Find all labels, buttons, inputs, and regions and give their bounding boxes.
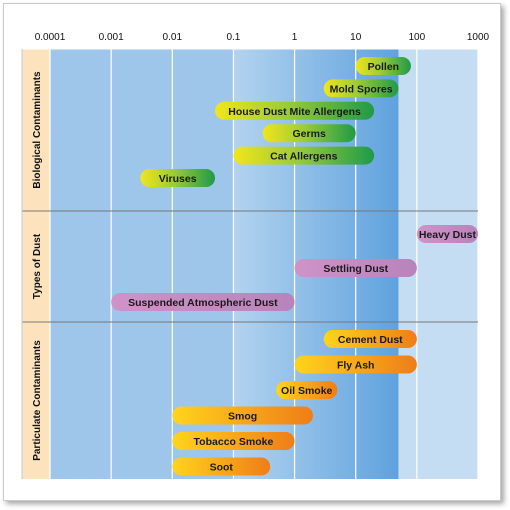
bar-mold-spores: Mold Spores [323,79,399,98]
bar-shape [140,169,216,187]
bar-shape [323,330,417,348]
bar-label: Tobacco Smoke [194,436,274,448]
bar-label: Heavy Dust [419,229,477,241]
bar-shape [416,225,478,243]
bar-suspended-atmospheric-dust: Suspended Atmospheric Dust [111,293,295,311]
bar-shape [294,355,417,374]
x-tick-label-6: 100 [409,32,426,43]
bar-label: Viruses [159,173,197,185]
bar-settling-dust: Settling Dust [294,259,417,277]
bar-shape [323,79,399,98]
bar-label: Suspended Atmospheric Dust [128,297,278,309]
x-tick-label-5: 10 [350,32,362,43]
group-label-column [22,49,50,479]
bar-house-dust-mite-allergens: House Dust Mite Allergens [215,101,375,120]
chart-frame: 0.0001 0.001 0.01 0.1 1 10 100 1000 Pollen Mold … [3,3,501,501]
bar-shape [172,457,271,476]
bar-label: Oil Smoke [281,385,333,397]
bar-label: Settling Dust [323,263,388,275]
x-tick-label-7: 1000 [467,32,490,43]
bar-shape [294,259,417,277]
bar-label: Cat Allergens [270,151,337,163]
bar-shape [172,406,313,425]
bar-shape [215,101,375,120]
group-label-0: Biological Contaminants [32,71,43,189]
bar-shape [276,381,338,399]
bar-shape [111,293,295,311]
bar-fly-ash: Fly Ash [294,355,417,374]
group-label-2: Particulate Contaminants [32,340,43,461]
bar-label: Pollen [368,61,400,73]
bar-label: Fly Ash [337,360,375,372]
bar-soot: Soot [172,457,271,476]
bar-viruses: Viruses [140,169,216,187]
x-tick-label-0: 0.0001 [35,32,66,43]
x-tick-label-4: 1 [292,32,298,43]
bar-label: Soot [210,462,234,474]
bar-oil-smoke: Oil Smoke [276,381,338,399]
bar-shape [355,57,411,75]
bar-germs: Germs [262,124,356,143]
bar-shape [172,432,295,450]
particle-size-chart: 0.0001 0.001 0.01 0.1 1 10 100 1000 Pollen Mold … [21,32,490,479]
x-tick-label-1: 0.001 [99,32,124,43]
bar-shape [262,124,356,143]
group-label-1: Types of Dust [32,233,43,299]
x-tick-label-3: 0.1 [226,32,240,43]
bar-cat-allergens: Cat Allergens [233,146,375,165]
x-tick-label-2: 0.01 [163,32,183,43]
bar-smog: Smog [172,406,313,425]
bar-shape [233,146,375,165]
bar-pollen: Pollen [355,57,411,75]
bar-tobacco-smoke: Tobacco Smoke [172,432,295,450]
bar-label: Germs [293,128,326,140]
bar-label: Smog [228,411,257,423]
bar-label: House Dust Mite Allergens [228,106,361,118]
bar-label: Cement Dust [338,334,403,346]
bar-cement-dust: Cement Dust [323,330,417,348]
bar-heavy-dust: Heavy Dust [416,225,478,243]
bar-label: Mold Spores [330,83,393,95]
